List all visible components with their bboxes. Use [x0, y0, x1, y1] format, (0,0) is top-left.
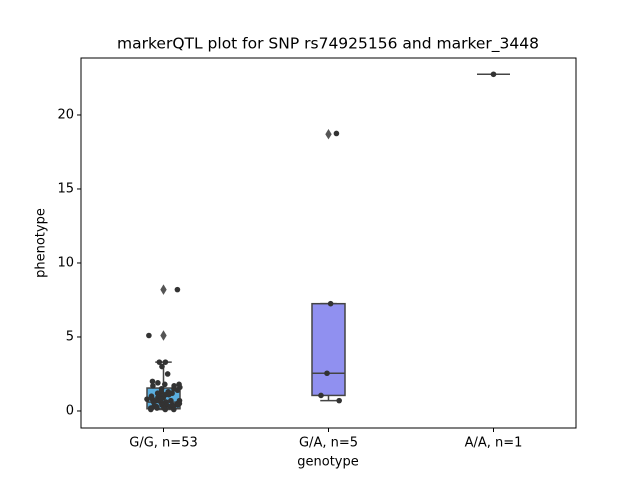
y-axis-label: phenotype — [34, 208, 49, 278]
data-point — [146, 332, 152, 339]
plot-frame — [80, 57, 577, 429]
y-tick-label: 5 — [66, 329, 74, 344]
data-point — [144, 396, 150, 402]
data-point — [148, 406, 154, 413]
data-point — [490, 71, 497, 78]
outlier — [160, 284, 167, 295]
data-point — [162, 381, 168, 388]
data-point — [168, 397, 174, 404]
data-point — [150, 399, 157, 405]
outlier — [160, 330, 167, 341]
data-point — [155, 380, 161, 386]
data-point — [156, 359, 163, 365]
data-point — [324, 370, 330, 377]
box — [311, 302, 346, 397]
data-point — [175, 402, 181, 408]
chart-title: markerQTL plot for SNP rs74925156 and ma… — [117, 35, 539, 54]
data-point — [336, 397, 342, 404]
data-point — [159, 363, 165, 370]
x-tick-label: A/A, n=1 — [465, 436, 523, 451]
x-tick-label: G/A, n=5 — [299, 436, 358, 451]
x-axis-label: genotype — [297, 455, 358, 470]
data-point — [170, 406, 177, 413]
data-point — [166, 391, 172, 398]
y-tick-label: 0 — [66, 403, 74, 418]
data-point — [174, 387, 181, 394]
data-point — [154, 405, 160, 411]
x-tick-label: G/G, n=53 — [129, 436, 197, 451]
data-point — [149, 378, 156, 385]
data-point — [318, 392, 324, 399]
outlier — [325, 129, 332, 140]
data-point — [327, 300, 334, 307]
y-tick-label: 10 — [57, 255, 74, 270]
data-point — [162, 359, 169, 365]
y-tick-label: 15 — [57, 181, 74, 196]
data-point — [174, 286, 181, 293]
data-point — [162, 406, 169, 413]
data-point — [150, 383, 156, 389]
y-tick-label: 20 — [57, 107, 74, 122]
data-point — [333, 130, 340, 137]
data-point — [164, 371, 171, 377]
